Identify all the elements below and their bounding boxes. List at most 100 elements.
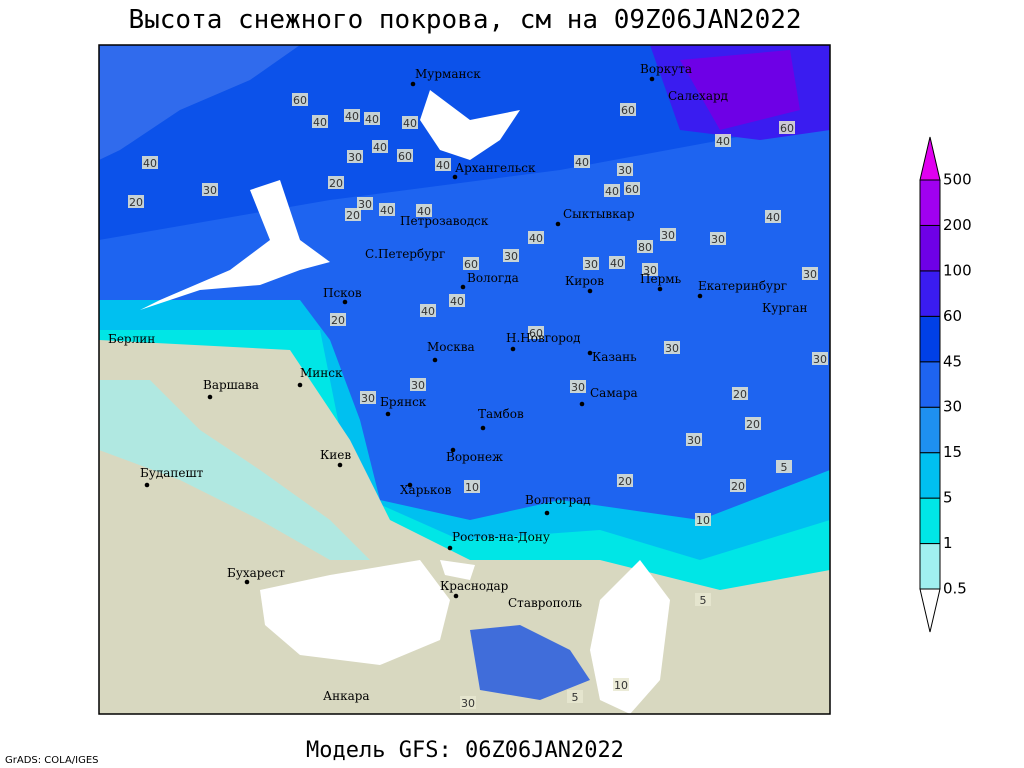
city-label: Казань xyxy=(592,350,637,364)
contour-label-box xyxy=(695,513,711,526)
contour-label: 40 xyxy=(403,117,417,130)
map-frame xyxy=(98,44,831,715)
contour-label: 20 xyxy=(746,418,760,431)
contour-label: 30 xyxy=(461,697,475,710)
contour-label-box xyxy=(617,163,633,176)
contour-label-box xyxy=(715,134,731,147)
contour-label-box xyxy=(730,479,746,492)
contour-label: 60 xyxy=(625,183,639,196)
contour-label: 40 xyxy=(529,232,543,245)
contour-label: 80 xyxy=(638,241,652,254)
contour-label-box xyxy=(567,690,583,703)
contour-label: 30 xyxy=(203,184,217,197)
city-label: Ставрополь xyxy=(508,596,582,610)
contour-label-box xyxy=(328,176,344,189)
contour-label: 10 xyxy=(614,679,628,692)
city-dot xyxy=(244,579,250,585)
contour-label-box xyxy=(776,460,792,473)
colorbar-box xyxy=(919,406,941,454)
footer: Модель GFS: 06Z06JAN2022 xyxy=(306,738,624,763)
map xyxy=(99,45,830,714)
contour-label: 40 xyxy=(143,157,157,170)
city-dot xyxy=(453,593,459,599)
city-label: Самара xyxy=(590,386,638,400)
contour-label: 40 xyxy=(421,305,435,318)
contour-label-box xyxy=(379,203,395,216)
contour-label-box xyxy=(449,294,465,307)
contour-label-box xyxy=(765,210,781,223)
contour-label: 30 xyxy=(813,353,827,366)
contour-label-box xyxy=(583,257,599,270)
contour-label: 30 xyxy=(571,381,585,394)
contour-label: 30 xyxy=(803,268,817,281)
contour-label: 30 xyxy=(348,151,362,164)
contour-label: 30 xyxy=(411,379,425,392)
colorbar-label: 30 xyxy=(943,398,962,416)
colorbar-label: 5 xyxy=(943,489,953,507)
city-label: Курган xyxy=(762,301,807,315)
contour-label: 30 xyxy=(643,264,657,277)
colorbar-label: 45 xyxy=(943,352,962,370)
contour-label: 30 xyxy=(358,198,372,211)
contour-label: 40 xyxy=(450,295,464,308)
contour-label: 20 xyxy=(346,209,360,222)
city-label: Пермь xyxy=(640,272,682,286)
city-dot xyxy=(337,462,343,468)
contour-label-box xyxy=(812,352,828,365)
city-label: Москва xyxy=(427,340,475,354)
contour-label-box xyxy=(463,257,479,270)
contour-label: 10 xyxy=(465,481,479,494)
contour-label-box xyxy=(364,112,380,125)
colorbar-box xyxy=(919,315,941,363)
city-dot xyxy=(447,545,453,551)
city-label: Варшава xyxy=(203,378,259,392)
contour-label-box xyxy=(292,93,308,106)
contour-label-box xyxy=(686,433,702,446)
contour-label: 40 xyxy=(766,211,780,224)
contour-label-box xyxy=(637,240,653,253)
contour-label: 60 xyxy=(464,258,478,271)
contour-label: 20 xyxy=(129,196,143,209)
city-dot xyxy=(460,284,466,290)
contour-label: 30 xyxy=(665,342,679,355)
contour-label: 60 xyxy=(529,327,543,340)
contour-label: 5 xyxy=(781,461,788,474)
contour-label-box xyxy=(420,304,436,317)
contour-label-box xyxy=(574,155,590,168)
contour-label: 30 xyxy=(618,164,632,177)
contour-label-box xyxy=(710,232,726,245)
colorbar-high xyxy=(919,136,941,181)
colorbar-box xyxy=(919,224,941,272)
contour-label: 30 xyxy=(584,258,598,271)
contour-label-box xyxy=(745,417,761,430)
city-label: Минск xyxy=(300,366,343,380)
city-dot xyxy=(297,382,303,388)
city-label: Будапешт xyxy=(140,466,204,480)
city-dot xyxy=(410,81,416,87)
contour-label-box xyxy=(624,182,640,195)
contour-label: 40 xyxy=(605,185,619,198)
colorbar-box xyxy=(919,452,941,499)
city-dot xyxy=(657,286,663,292)
city-dot xyxy=(587,288,593,294)
city-dot xyxy=(342,299,348,305)
city-dot xyxy=(480,425,486,431)
contour-label-box xyxy=(664,341,680,354)
colorbar-label: 500 xyxy=(943,171,972,189)
city-label: Вологда xyxy=(467,271,519,285)
city-label: Киев xyxy=(320,448,351,462)
contour-label-box xyxy=(779,121,795,134)
contour-label-box xyxy=(402,116,418,129)
city-label: Берлин xyxy=(108,332,155,346)
colorbar-label: 15 xyxy=(943,443,962,461)
city-label: Салехард xyxy=(668,89,728,103)
city-dot xyxy=(649,76,655,82)
city-dot xyxy=(452,174,458,180)
contour-label-box xyxy=(202,183,218,196)
city-label: Н.Новгород xyxy=(506,331,581,345)
colorbar-label: 60 xyxy=(943,307,962,325)
contour-label-box xyxy=(503,249,519,262)
city-dot xyxy=(579,401,585,407)
city-label: Сыктывкар xyxy=(563,207,635,221)
